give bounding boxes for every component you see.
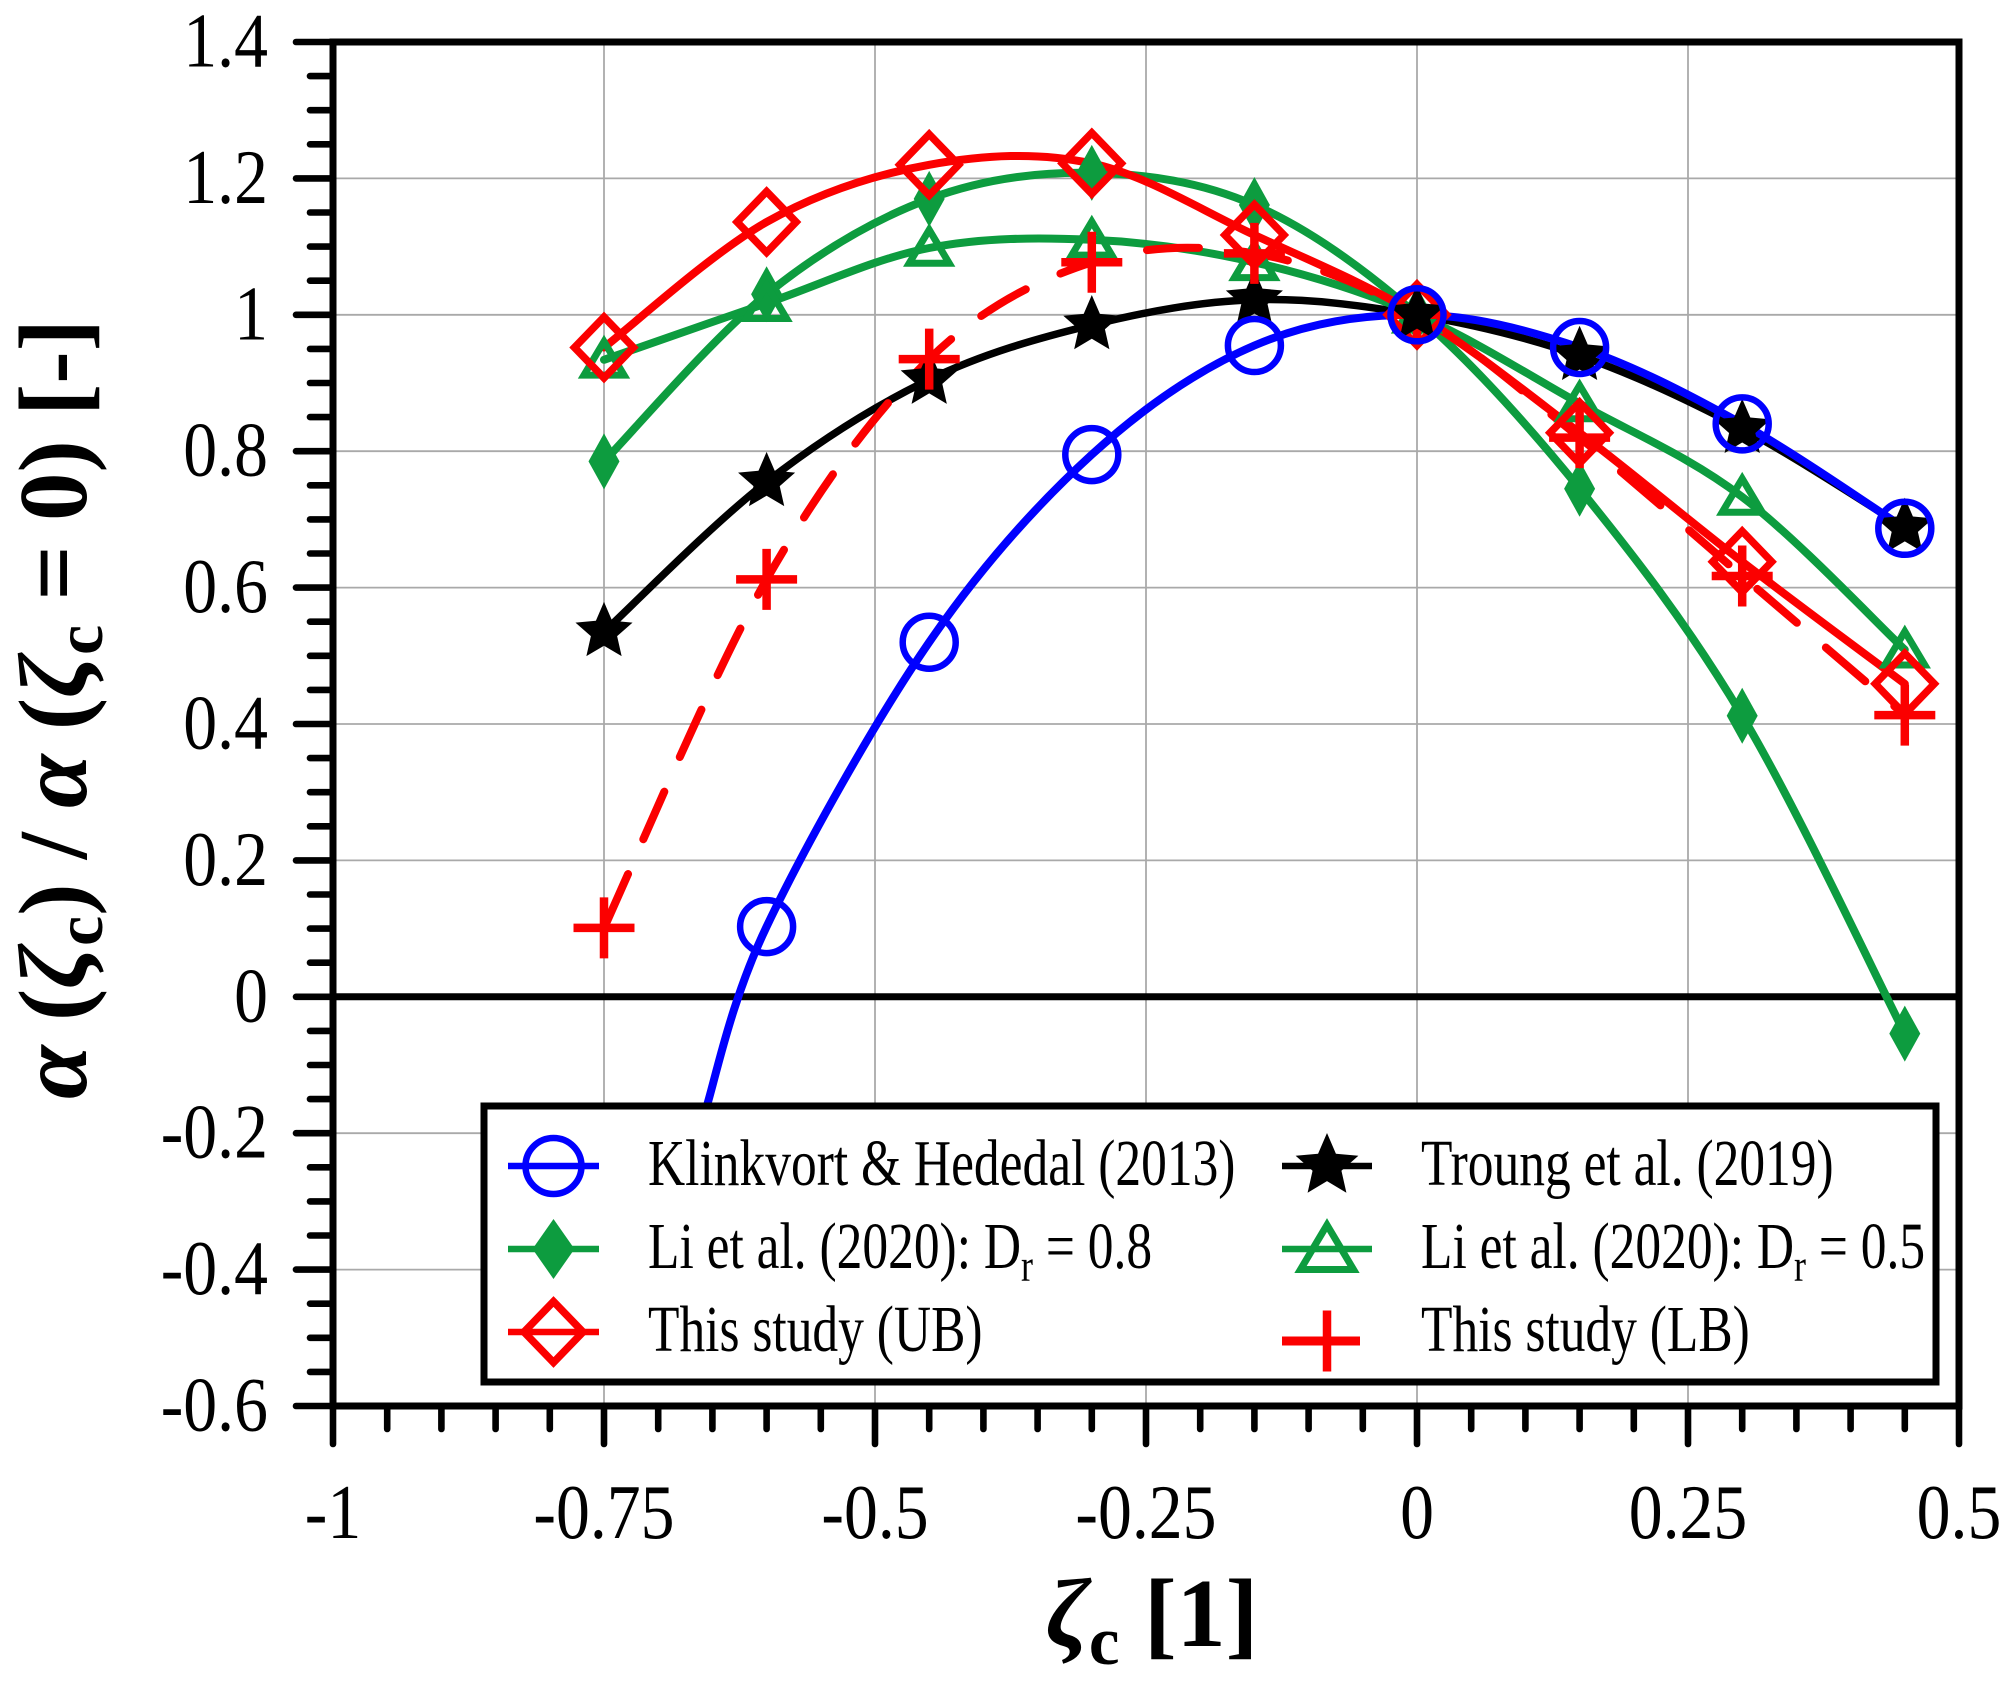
svg-text:0.5: 0.5 [1917,1469,2002,1555]
svg-text:1.4: 1.4 [183,0,268,83]
svg-text:Klinkvort & Hededal (2013): Klinkvort & Hededal (2013) [648,1126,1235,1200]
svg-text:ζc [1]: ζc [1] [1046,1560,1259,1679]
svg-text:0.2: 0.2 [183,816,268,902]
svg-text:0.6: 0.6 [183,543,268,629]
svg-text:0.4: 0.4 [183,679,268,765]
svg-text:0: 0 [234,952,268,1038]
svg-text:-0.25: -0.25 [1075,1469,1216,1555]
svg-text:1.2: 1.2 [183,134,268,220]
svg-text:Troung et al. (2019): Troung et al. (2019) [1421,1126,1834,1200]
svg-text:0.25: 0.25 [1629,1469,1748,1555]
svg-text:-0.6: -0.6 [161,1361,268,1447]
svg-text:This study (LB): This study (LB) [1421,1292,1750,1366]
svg-text:-1: -1 [305,1469,361,1555]
svg-text:0.8: 0.8 [183,407,268,493]
svg-text:-0.75: -0.75 [533,1469,674,1555]
svg-text:This study (UB): This study (UB) [648,1292,983,1366]
svg-text:-0.5: -0.5 [821,1469,928,1555]
svg-text:1: 1 [234,270,268,356]
svg-text:0: 0 [1400,1469,1434,1555]
svg-text:Li et al. (2020): Dr = 0.8: Li et al. (2020): Dr = 0.8 [648,1209,1152,1291]
svg-text:-0.4: -0.4 [161,1225,268,1311]
svg-text:Li et al. (2020): Dr = 0.5: Li et al. (2020): Dr = 0.5 [1421,1209,1925,1291]
svg-text:α (ζc) / α (ζc = 0) [-]: α (ζc) / α (ζc = 0) [-] [0,319,117,1099]
svg-text:-0.2: -0.2 [161,1089,268,1175]
